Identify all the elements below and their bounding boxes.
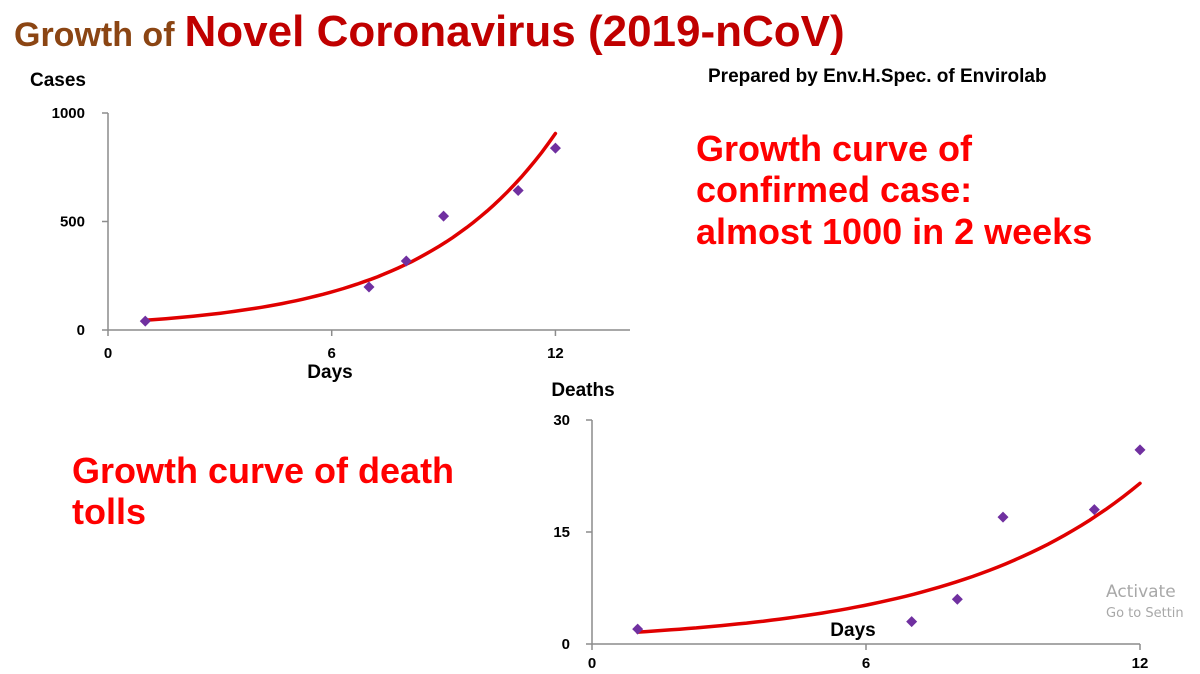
deaths-y-tick-label: 30 [553, 412, 570, 429]
cases-annotation: Growth curve of confirmed case: almost 1… [696, 128, 1093, 252]
cases-y-tick-label: 0 [77, 322, 85, 339]
cases-y-tick-label: 500 [60, 214, 85, 231]
cases-x-tick-label: 6 [328, 345, 336, 362]
deaths-data-point [1134, 444, 1146, 456]
deaths-data-point [951, 593, 963, 605]
prepared-by-label: Prepared by Env.H.Spec. of Envirolab [708, 66, 1047, 87]
deaths-x-tick-label: 0 [588, 655, 596, 672]
deaths-data-point [632, 623, 644, 635]
deaths-chart: 0 15 30 0 6 12 Days Deaths [551, 380, 1148, 672]
cases-data-point [549, 142, 561, 154]
deaths-x-tick-label: 12 [1132, 655, 1149, 672]
deaths-y-tick-label: 15 [553, 524, 570, 541]
title-main: Novel Coronavirus (2019-nCoV) [184, 7, 845, 56]
deaths-y-axis-label: Deaths [551, 380, 614, 401]
deaths-data-point [1088, 504, 1100, 516]
watermark-line1: Activate [1106, 582, 1176, 602]
title-prefix: Growth of [14, 16, 175, 54]
deaths-x-tick-label: 6 [862, 655, 870, 672]
cases-chart: 0 500 1000 0 6 12 Days Cases [30, 70, 630, 383]
deaths-data-point [906, 616, 918, 628]
deaths-trendline [635, 481, 1142, 634]
watermark-line2: Go to Settin [1106, 606, 1184, 621]
cases-x-tick-label: 12 [547, 345, 564, 362]
deaths-y-tick-label: 0 [562, 636, 570, 653]
cases-data-point [438, 210, 450, 222]
cases-data-point [512, 184, 524, 196]
cases-data-point [400, 255, 412, 267]
cases-data-point [363, 281, 375, 293]
deaths-data-point [997, 511, 1009, 523]
deaths-x-axis-label: Days [830, 620, 875, 641]
cases-x-tick-label: 0 [104, 345, 112, 362]
cases-y-axis-label: Cases [30, 70, 86, 91]
cases-x-axis-label: Days [307, 362, 352, 383]
cases-data-point [139, 315, 151, 327]
cases-y-tick-label: 1000 [52, 105, 85, 122]
page-title: Growth of Novel Coronavirus (2019-nCoV) [14, 2, 845, 62]
cases-trendline [143, 131, 558, 323]
deaths-annotation: Growth curve of death tolls [72, 450, 455, 533]
activation-watermark: Activate Go to Settin [1106, 582, 1184, 621]
